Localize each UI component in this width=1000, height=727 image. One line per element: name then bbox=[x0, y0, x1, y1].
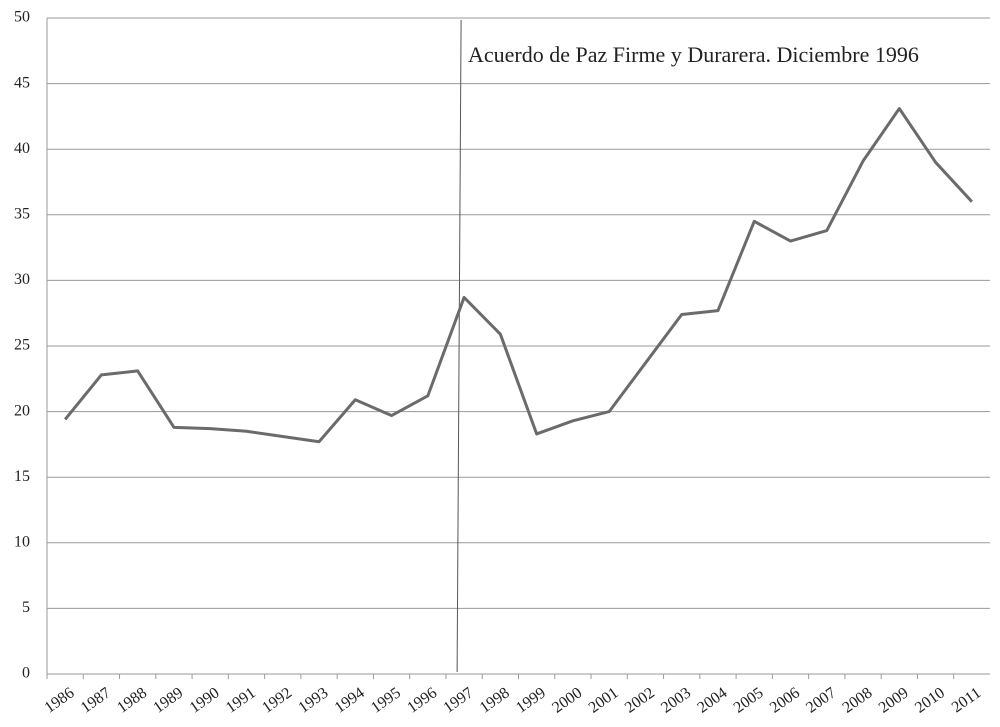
data-line bbox=[63, 107, 973, 444]
x-tick-label: 1988 bbox=[114, 684, 150, 716]
x-tick-label: 1996 bbox=[404, 684, 440, 716]
x-tick-label: 1998 bbox=[477, 684, 513, 716]
annotation-line bbox=[456, 19, 462, 673]
x-tick-label: 2005 bbox=[731, 684, 767, 716]
x-tick-label: 2001 bbox=[586, 684, 622, 716]
x-tick-label: 2002 bbox=[622, 684, 658, 716]
y-tick-label: 50 bbox=[14, 9, 30, 26]
x-tick-label: 1990 bbox=[187, 684, 223, 716]
x-tick-label: 1999 bbox=[513, 684, 549, 716]
x-tick-label: 2008 bbox=[839, 684, 875, 716]
x-tick-label: 1987 bbox=[78, 684, 114, 716]
y-tick-label: 40 bbox=[14, 140, 30, 157]
annotation: Acuerdo de Paz Firme y Durarera. Diciemb… bbox=[468, 42, 919, 67]
x-tick-label: 2011 bbox=[949, 684, 984, 716]
y-tick-label: 20 bbox=[14, 402, 30, 419]
x-tick-label: 1994 bbox=[332, 684, 368, 716]
x-tick-label: 1992 bbox=[259, 684, 295, 716]
y-tick-label: 5 bbox=[22, 599, 30, 616]
x-tick-label: 2010 bbox=[912, 684, 948, 716]
y-tick-label: 10 bbox=[14, 533, 30, 550]
x-tick-label: 1993 bbox=[295, 684, 331, 716]
x-tick-label: 2000 bbox=[549, 684, 585, 716]
y-tick-label: 25 bbox=[14, 337, 30, 354]
y-tick-label: 30 bbox=[14, 271, 30, 288]
x-tick-label: 2004 bbox=[694, 684, 730, 716]
x-tick-label: 2003 bbox=[658, 684, 694, 716]
x-tick-label: 1997 bbox=[441, 684, 477, 716]
y-tick-label: 15 bbox=[14, 468, 30, 485]
y-tick-label: 45 bbox=[14, 74, 30, 91]
y-tick-label: 35 bbox=[14, 205, 30, 222]
x-tick-label: 1995 bbox=[368, 684, 404, 716]
y-tick-label: 0 bbox=[22, 665, 30, 682]
x-tick-label: 2007 bbox=[803, 684, 839, 716]
x-tick-label: 2009 bbox=[876, 684, 912, 716]
x-tick-label: 1991 bbox=[223, 684, 259, 716]
x-tick-label: 1989 bbox=[150, 684, 186, 716]
x-tick-label: 1986 bbox=[42, 684, 78, 716]
x-tick-label: 2006 bbox=[767, 684, 803, 716]
